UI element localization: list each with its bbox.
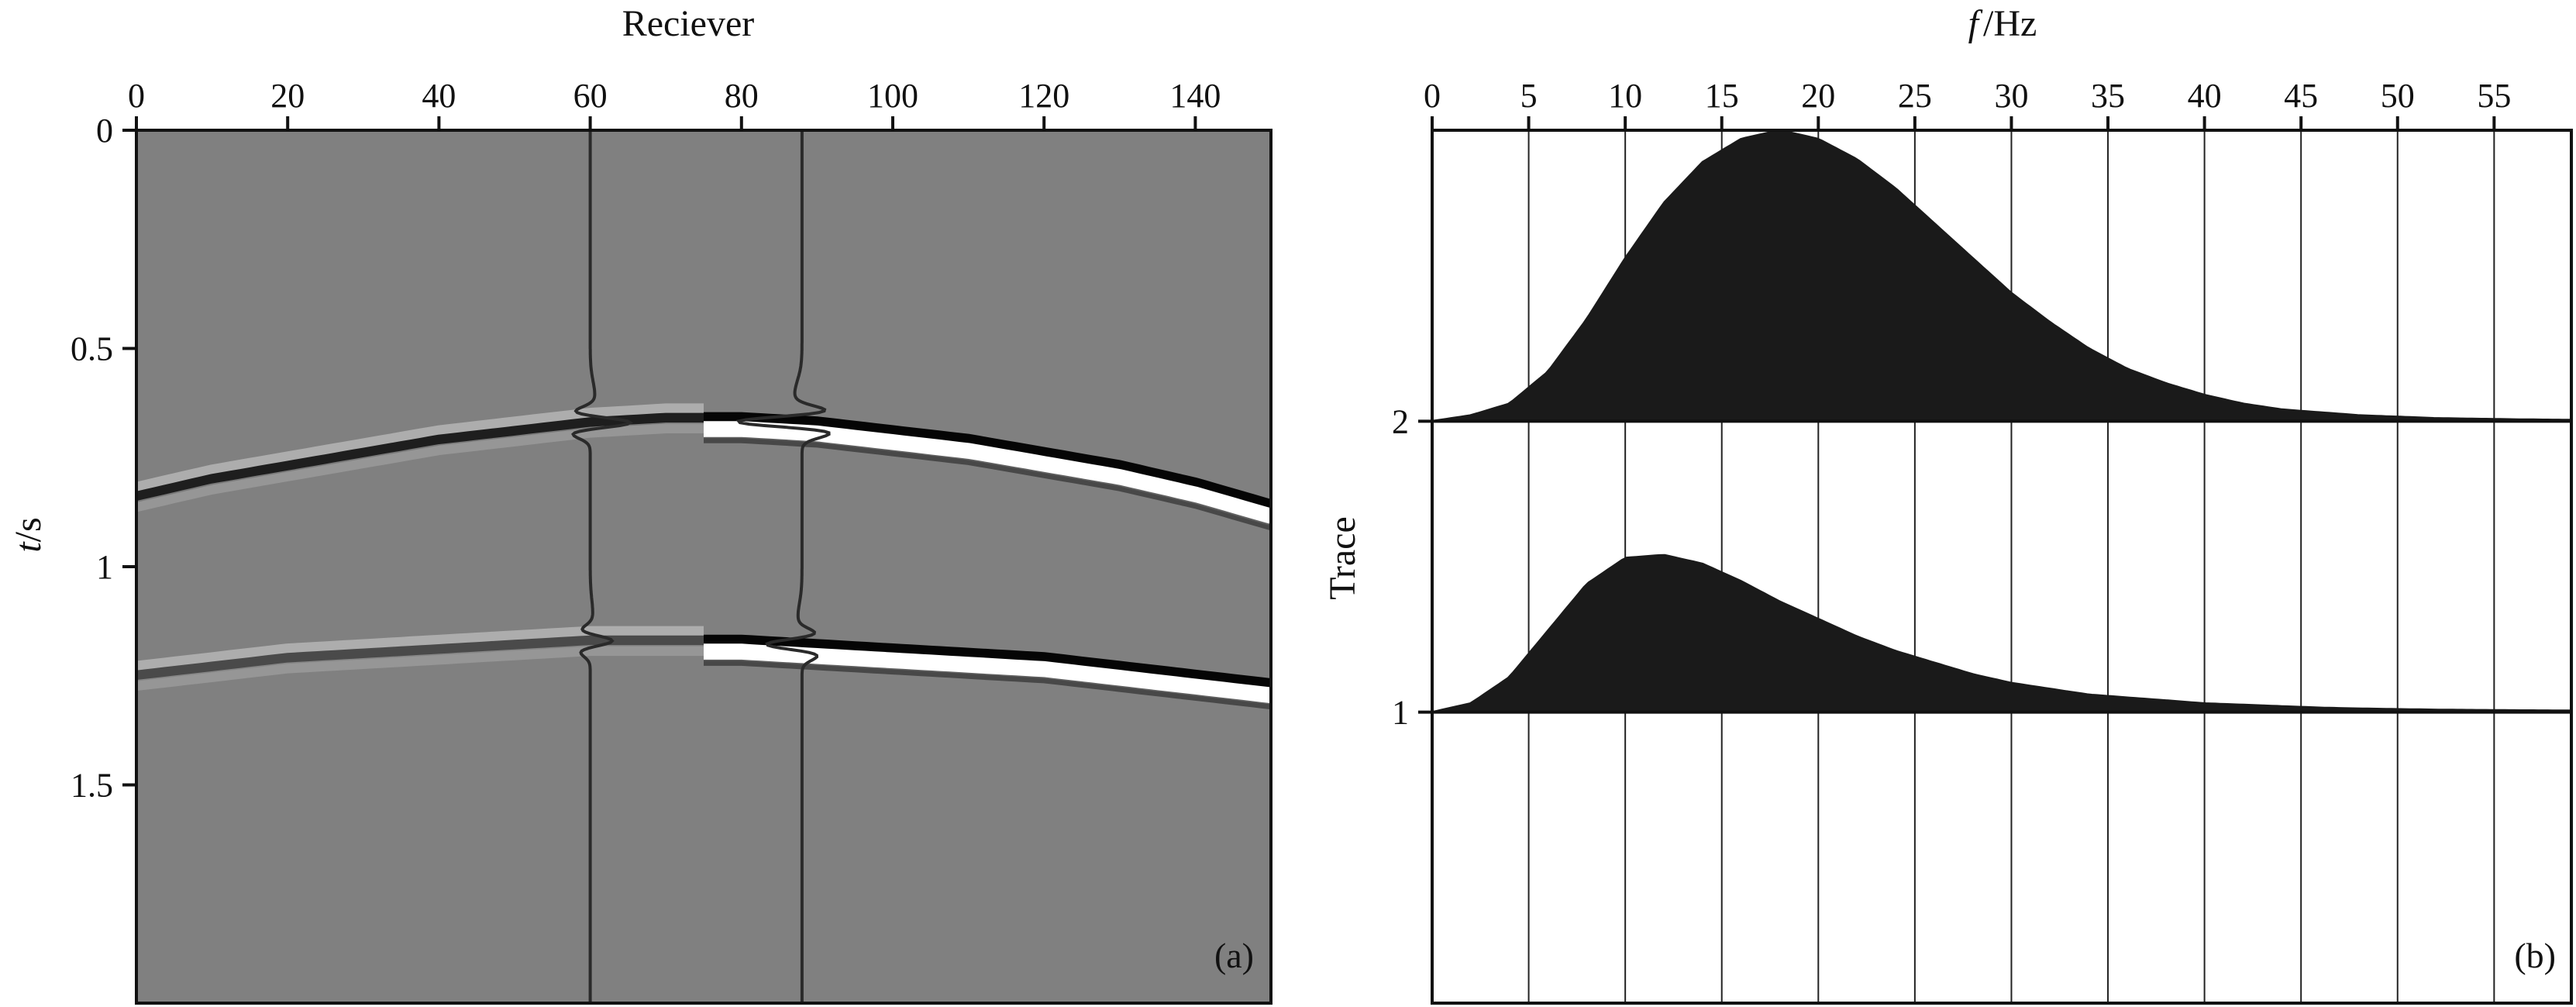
panel-b-x-tick-label: 45 bbox=[2284, 77, 2318, 115]
panel-a-x-tick-label: 40 bbox=[422, 77, 456, 115]
panel-b-y-tick-label: 2 bbox=[1392, 402, 1409, 440]
panel-b-x-tick-label: 0 bbox=[1424, 77, 1441, 115]
panel-a-x-tick-label: 80 bbox=[725, 77, 759, 115]
panel-b-x-tick-label: 25 bbox=[1898, 77, 1932, 115]
reflection-event-weak-trough bbox=[136, 412, 704, 502]
panel-a-x-tick-label: 60 bbox=[573, 77, 608, 115]
panel-a-x-tick-label: 140 bbox=[1169, 77, 1221, 115]
panel-b-spectra bbox=[1431, 129, 2573, 714]
reflection-event-strong-peak bbox=[704, 643, 1271, 705]
panel-b-x-tick-label: 30 bbox=[1994, 77, 2028, 115]
panel-b-amplitude-spectra: 0 5 10 15 20 25 30 35 40 45 50 55 12 f/Hz Trace (b) bbox=[1322, 3, 2573, 1005]
panel-b-x-tick-label: 50 bbox=[2381, 77, 2415, 115]
reflection-event-weak-trough bbox=[136, 635, 704, 681]
panel-a-reflection-events bbox=[136, 403, 1271, 710]
reflection-event-strong-trough bbox=[704, 634, 1271, 691]
panel-a-y-axis-title: t/s bbox=[8, 517, 49, 552]
panel-a-background bbox=[136, 130, 1271, 1003]
reflection-event-strong-sidelobe bbox=[704, 659, 1271, 710]
panel-a-overlay-traces bbox=[571, 130, 831, 1003]
reflection-event-weak-sidelobe bbox=[136, 645, 704, 691]
panel-a-x-axis: 0 20 40 60 80 100 120 140 bbox=[128, 77, 1221, 130]
panel-b-background bbox=[1432, 130, 2571, 1003]
panel-a-y-axis: 0 0.5 1 1.5 bbox=[71, 112, 136, 805]
panel-a-x-tick-label: 100 bbox=[867, 77, 918, 115]
panel-b-y-axis-title: Trace bbox=[1322, 516, 1363, 600]
panel-b-x-axis: 0 5 10 15 20 25 30 35 40 45 50 55 bbox=[1424, 77, 2511, 130]
panel-b-frame bbox=[1431, 129, 2573, 1005]
panel-a-seismic-section: 0 20 40 60 80 100 120 140 0 0.5 1 1.5 Reciever t/s… bbox=[8, 3, 1273, 1005]
panel-a-label: (a) bbox=[1214, 936, 1254, 975]
reflection-event-weak-sidelobe bbox=[136, 422, 704, 512]
panel-b-x-tick-label: 55 bbox=[2477, 77, 2511, 115]
panel-b-label: (b) bbox=[2514, 936, 2556, 975]
panel-a-x-tick-label: 20 bbox=[270, 77, 305, 115]
panel-b-x-tick-label: 40 bbox=[2188, 77, 2222, 115]
reflection-event-weak-lobe bbox=[136, 626, 704, 675]
panel-b-x-axis-title: f/Hz bbox=[1968, 3, 2037, 44]
panel-a-y-tick-label: 1 bbox=[96, 548, 113, 586]
spectrum-trace-2-fill bbox=[1431, 129, 2573, 422]
overlay-trace-wiggle bbox=[571, 130, 634, 1003]
panel-a-y-tick-label: 0 bbox=[96, 112, 113, 150]
panel-a-x-tick-label: 120 bbox=[1018, 77, 1069, 115]
panel-b-x-tick-label: 35 bbox=[2091, 77, 2125, 115]
reflection-event-strong-peak bbox=[704, 421, 1271, 526]
panel-b-x-tick-label: 20 bbox=[1801, 77, 1835, 115]
panel-a-x-axis-title: Reciever bbox=[622, 3, 755, 44]
reflection-event-strong-sidelobe bbox=[704, 436, 1271, 531]
panel-a-y-tick-label: 1.5 bbox=[71, 767, 113, 805]
panel-b-x-tick-label: 5 bbox=[1520, 77, 1538, 115]
panel-b-x-tick-label: 15 bbox=[1705, 77, 1739, 115]
overlay-trace-wiggle bbox=[735, 130, 831, 1003]
reflection-event-strong-trough bbox=[704, 412, 1271, 512]
panel-b-y-tick-label: 1 bbox=[1392, 694, 1409, 732]
spectrum-trace-1-fill bbox=[1431, 554, 2573, 714]
panel-a-y-tick-label: 0.5 bbox=[71, 330, 113, 368]
panel-b-x-tick-label: 10 bbox=[1608, 77, 1642, 115]
reflection-event-weak-lobe bbox=[136, 403, 704, 496]
panel-a-x-tick-label: 0 bbox=[128, 77, 145, 115]
panel-b-y-axis: 12 bbox=[1392, 402, 1432, 732]
